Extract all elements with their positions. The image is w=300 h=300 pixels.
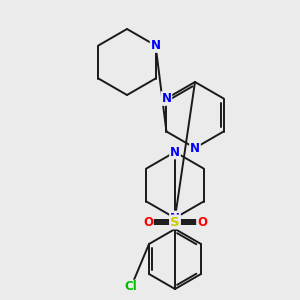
Text: N: N [170,146,180,158]
Text: N: N [190,142,200,154]
Text: Cl: Cl [124,280,137,293]
Text: O: O [197,215,207,229]
Text: S: S [170,215,180,229]
Text: N: N [170,212,180,224]
Text: N: N [151,39,160,52]
Text: O: O [143,215,153,229]
Text: N: N [161,92,171,105]
